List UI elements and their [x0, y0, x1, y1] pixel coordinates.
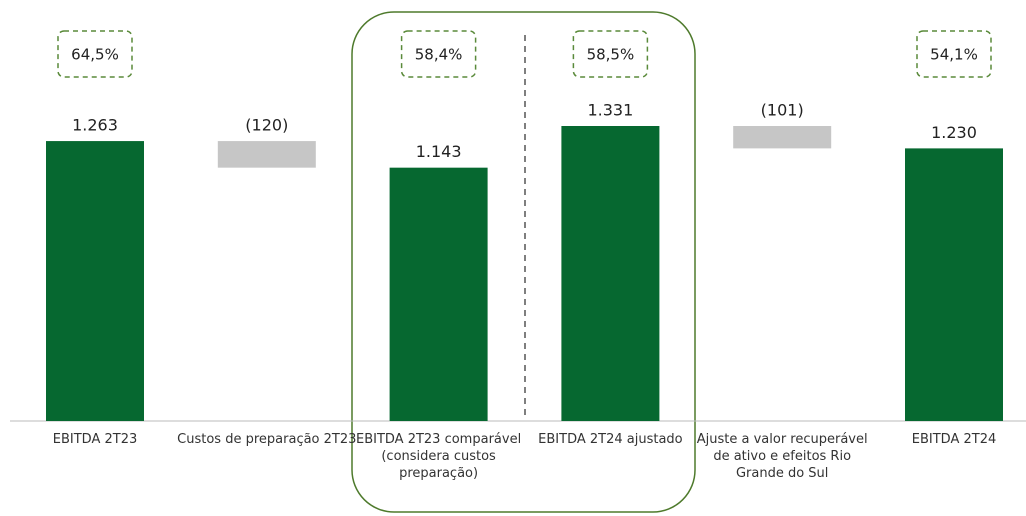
margin-box — [57, 30, 133, 78]
bar — [217, 141, 316, 168]
bar — [733, 126, 832, 149]
margin-label: 54,1% — [930, 46, 978, 64]
x-tick-label: EBITDA 2T23 comparável (considera custos… — [355, 432, 522, 481]
x-tick-label: Custos de preparação 2T23 — [177, 432, 357, 447]
margin-box — [916, 30, 992, 78]
value-label: (101) — [761, 101, 804, 120]
bar — [905, 148, 1003, 421]
x-tick-label: EBITDA 2T24 — [911, 432, 997, 447]
bar — [389, 167, 488, 421]
margin-label: 64,5% — [71, 46, 119, 64]
margin-label: 58,4% — [415, 46, 463, 64]
value-label: 1.230 — [931, 123, 977, 142]
bar — [561, 126, 660, 421]
margin-box — [572, 30, 649, 78]
margin-label: 58,5% — [587, 46, 635, 64]
x-tick-label: Ajuste a valor recuperável de ativo e ef… — [696, 432, 868, 481]
value-label: 1.331 — [587, 101, 633, 120]
margin-box — [400, 30, 477, 78]
bar — [46, 141, 144, 421]
highlight-frame — [351, 11, 696, 513]
value-label: (120) — [245, 116, 288, 135]
value-label: 1.263 — [72, 116, 118, 135]
value-label: 1.143 — [416, 142, 462, 161]
x-tick-label: EBITDA 2T24 ajustado — [538, 432, 683, 447]
x-tick-label: EBITDA 2T23 — [52, 432, 138, 447]
